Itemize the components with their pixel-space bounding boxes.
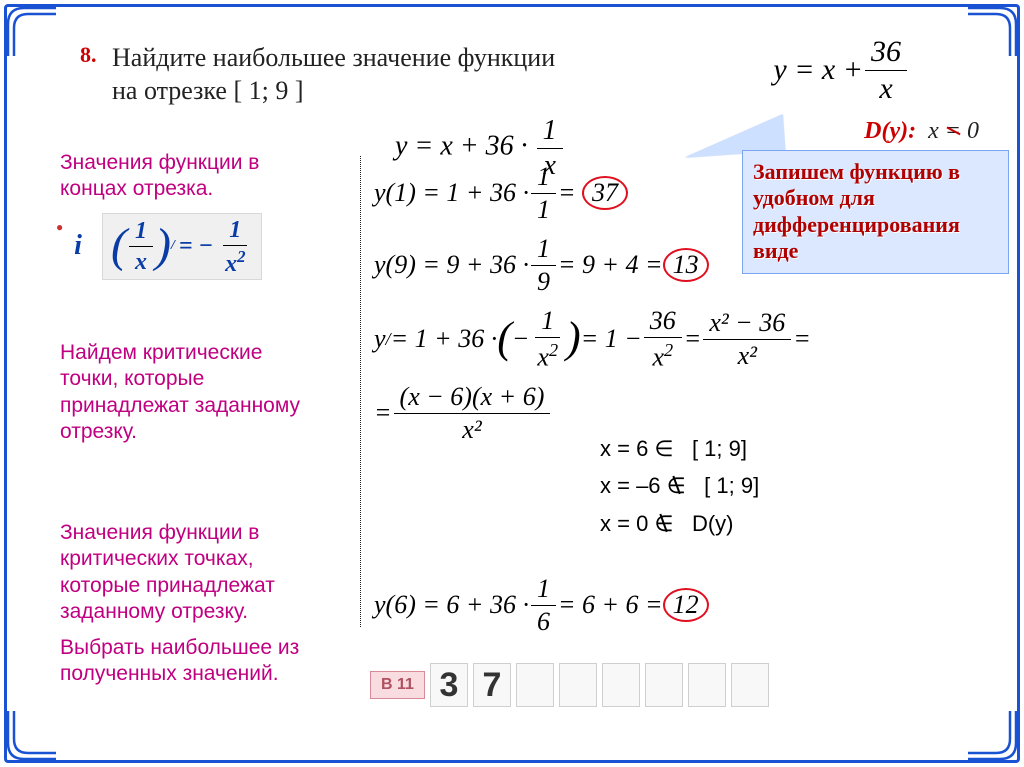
deriv-formula: ( 1 x )/ = − 1 x2 bbox=[102, 213, 262, 280]
check-neg6: x = –6 ∈ [ 1; 9] bbox=[600, 467, 759, 504]
set-membership-checks: x = 6 ∈ [ 1; 9] x = –6 ∈ [ 1; 9] x = 0 ∈… bbox=[600, 430, 759, 542]
corner-tl bbox=[6, 6, 58, 58]
hint-values-crit: Значения функции в критических точках, к… bbox=[60, 520, 325, 698]
answer-cell bbox=[731, 663, 769, 707]
deriv-formula-box: i ( 1 x )/ = − 1 x2 bbox=[60, 213, 320, 280]
answer-cell bbox=[688, 663, 726, 707]
check-0: x = 0 ∈ D(y) bbox=[600, 505, 759, 542]
result-13: 13 bbox=[663, 248, 709, 282]
hint-critical: Найдем критические точки, которые принад… bbox=[60, 340, 320, 455]
domain-line: D(y): x = 0 bbox=[864, 118, 979, 145]
info-icon: i bbox=[60, 226, 96, 266]
frac-den: x bbox=[873, 71, 898, 105]
answer-cell: 3 bbox=[430, 663, 468, 707]
y-at-6: y(6) = 6 + 36 · 16 = 6 + 6 = 12 bbox=[374, 574, 974, 636]
check-6: x = 6 ∈ [ 1; 9] bbox=[600, 430, 759, 467]
corner-bl bbox=[6, 709, 58, 761]
answer-cell bbox=[602, 663, 640, 707]
math-area: y(1) = 1 + 36 · 11 = 37 y(9) = 9 + 36 · … bbox=[374, 162, 974, 646]
problem-number: 8. bbox=[80, 42, 97, 68]
answer-label: В 11 bbox=[370, 671, 425, 699]
problem-text: Найдите наибольшее значение функции на о… bbox=[112, 42, 582, 107]
neq-icon: = bbox=[945, 118, 961, 144]
vertical-divider bbox=[360, 156, 361, 627]
answer-cell bbox=[516, 663, 554, 707]
y-at-9: y(9) = 9 + 36 · 19 = 9 + 4 = 13 bbox=[374, 234, 974, 296]
domain-label: D(y): bbox=[864, 118, 916, 144]
result-12: 12 bbox=[663, 588, 709, 622]
main-function: y = x + 36 x bbox=[773, 35, 909, 105]
answer-row: В 11 3 7 bbox=[370, 663, 769, 707]
func-frac: 36 x bbox=[865, 35, 907, 105]
derivative-line1: y/ = 1 + 36 · ( − 1x2 ) = 1 − 36x2 = x² … bbox=[374, 306, 974, 372]
func-lhs: y = x + bbox=[773, 53, 863, 87]
answer-cell: 7 bbox=[473, 663, 511, 707]
answer-cell bbox=[559, 663, 597, 707]
result-37: 37 bbox=[582, 176, 628, 210]
slide-content: 8. Найдите наибольшее значение функции н… bbox=[60, 30, 994, 737]
y-at-1: y(1) = 1 + 36 · 11 = 37 bbox=[374, 162, 974, 224]
frac-num: 36 bbox=[865, 35, 907, 71]
answer-cell bbox=[645, 663, 683, 707]
left-column: Значения функции в концах отрезка. i ( 1… bbox=[60, 150, 320, 294]
domain-cond: x = 0 bbox=[928, 118, 979, 144]
hint-endpoints: Значения функции в концах отрезка. bbox=[60, 150, 320, 203]
